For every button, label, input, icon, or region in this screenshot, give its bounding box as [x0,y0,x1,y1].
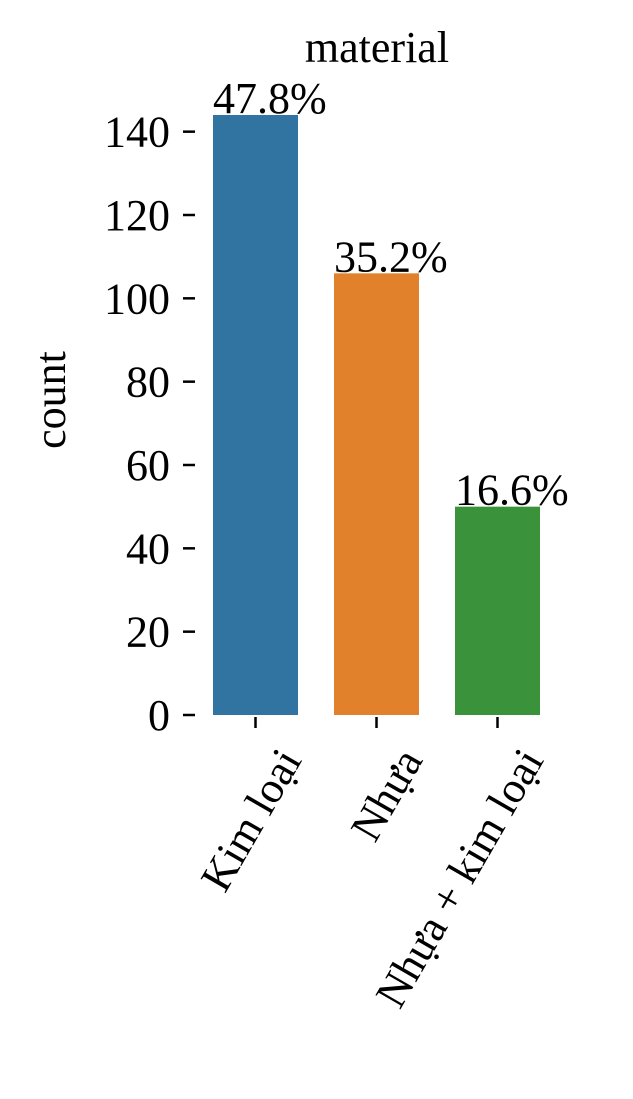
y-tick-label: 100 [104,274,170,323]
bar [213,115,298,715]
chart-title: material [305,23,449,72]
y-tick-label: 80 [126,358,170,407]
bar [334,273,419,715]
y-tick-label: 20 [126,608,170,657]
y-tick-label: 0 [148,691,170,740]
y-tick-label: 120 [104,191,170,240]
bar-value-label: 35.2% [334,232,448,281]
y-tick-label: 140 [104,108,170,157]
x-tick-label: Kim loại [191,741,311,900]
y-tick-label: 60 [126,441,170,490]
bars-group [213,115,540,715]
bar-value-label: 47.8% [213,74,327,123]
y-axis-label: count [26,351,75,449]
x-tick-label: Nhựa [341,741,432,850]
bar [455,506,540,715]
bar-value-label: 16.6% [455,466,569,515]
y-tick-label: 40 [126,524,170,573]
y-axis: 0 20 40 60 80 100 120 140 [104,108,195,740]
bar-labels-group: 47.8% 35.2% 16.6% [213,74,569,515]
